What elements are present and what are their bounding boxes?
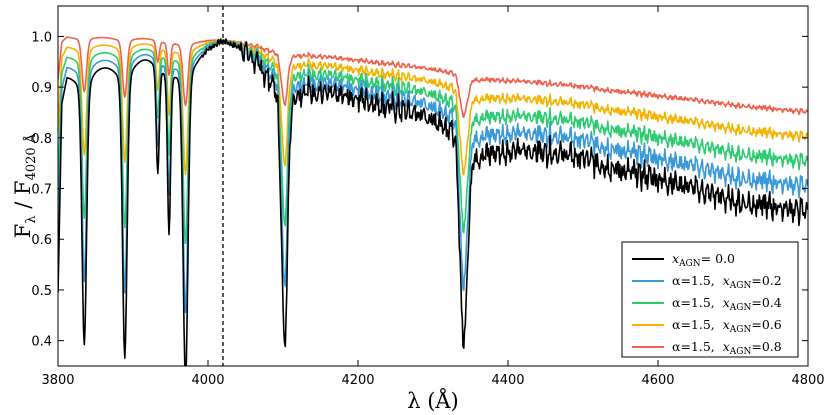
x-tick-label: 4200 xyxy=(341,373,374,388)
y-tick-label: 0.5 xyxy=(31,284,52,299)
x-tick-label: 4400 xyxy=(491,373,524,388)
series-line xyxy=(58,38,808,366)
axis-ticks: 3800 4000 4200 4400 4600 4800 0.4 0.5 0.6 0.7 0.8 0… xyxy=(31,6,825,388)
x-axis-label: λ (Å) xyxy=(407,388,459,413)
legend-entry: α=1.5, xAGN=0.6 xyxy=(672,317,782,335)
x-tick-label: 4800 xyxy=(791,373,824,388)
legend-entry: α=1.5, xAGN=0.8 xyxy=(672,339,782,357)
x-tick-label: 4600 xyxy=(641,373,674,388)
series-line xyxy=(58,36,808,118)
series-line xyxy=(58,38,808,176)
y-tick-label: 0.6 xyxy=(31,233,52,248)
y-tick-label: 0.4 xyxy=(31,335,52,350)
y-tick-label: 0.9 xyxy=(31,81,52,96)
x-tick-label: 3800 xyxy=(41,373,74,388)
y-tick-label: 1.0 xyxy=(31,30,52,45)
legend-entry: α=1.5, xAGN=0.4 xyxy=(672,295,782,313)
y-axis-label: Fλ / F4020 Å xyxy=(11,133,39,238)
series-layer xyxy=(58,36,808,366)
y-tick-label: 0.8 xyxy=(31,132,52,147)
x-tick-label: 4000 xyxy=(191,373,224,388)
y-tick-label: 0.7 xyxy=(31,183,52,198)
legend: xAGN= 0.0 α=1.5, xAGN=0.2 α=1.5, xAGN=0.4 α… xyxy=(621,241,799,358)
legend-entry: α=1.5, xAGN=0.2 xyxy=(672,273,782,291)
legend-entry: xAGN= 0.0 xyxy=(672,251,735,269)
plot-frame xyxy=(57,5,809,367)
